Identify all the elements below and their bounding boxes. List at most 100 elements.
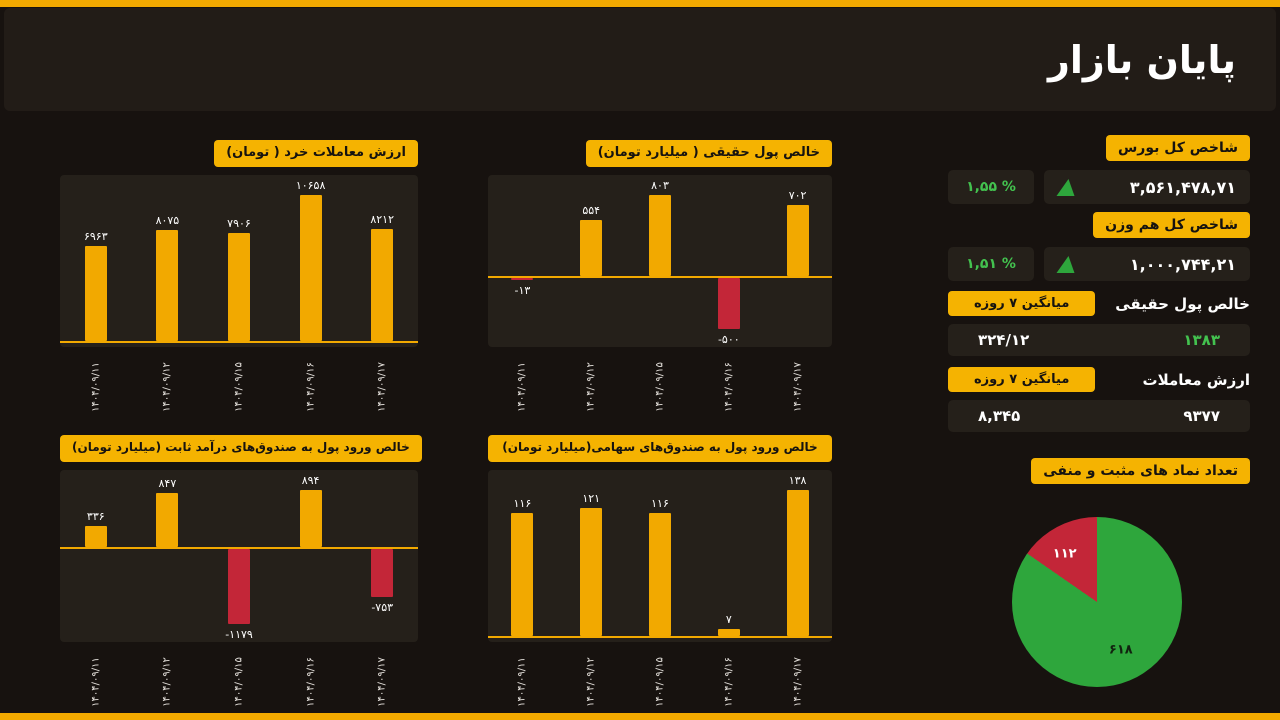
bar	[371, 228, 394, 341]
chart-plot: ۳۳۶ ۸۴۷ -۱۱۷۹ ۸۹۴ -۷۵۳	[60, 470, 418, 642]
x-tick: ۱۴۰۴/۰۹/۱۵	[203, 646, 275, 720]
trade-value-today-value: ۹۳۷۷	[1183, 407, 1220, 425]
bar-value-label: -۵۰۰	[717, 333, 740, 346]
bar-value-label: ۸۰۳	[651, 179, 669, 192]
equal-weight-index-value-box: ۱,۰۰۰,۷۴۴,۲۱	[1044, 247, 1250, 281]
x-tick-label: ۱۴۰۴/۰۹/۱۵	[233, 361, 245, 412]
chart-equity-funds: خالص ورود پول به صندوق‌های سهامی(میلیارد…	[488, 435, 832, 720]
symbols-pie-wrap: ۶۱۸ ۱۱۲	[1012, 517, 1182, 687]
x-tick-label: ۱۴۰۴/۰۹/۱۷	[792, 361, 804, 412]
symbols-pie-tag: تعداد نماد های مثبت و منفی	[1031, 458, 1250, 484]
chart-x-axis: ۱۴۰۴/۰۹/۱۱ ۱۴۰۴/۰۹/۱۲ ۱۴۰۴/۰۹/۱۵ ۱۴۰۴/۰۹/۱۶…	[488, 646, 832, 720]
x-tick: ۱۴۰۴/۰۹/۱۱	[60, 646, 132, 720]
chart-title-row: خالص پول حقیقی ( میلیارد تومان)	[488, 140, 832, 167]
bar-value-label: ۸۹۴	[301, 474, 320, 487]
x-tick: ۱۴۰۴/۰۹/۱۷	[763, 646, 832, 720]
bar	[228, 548, 250, 624]
real-money-avg-value: ۳۲۴/۱۲	[978, 331, 1030, 349]
chart-x-axis: ۱۴۰۴/۰۹/۱۱ ۱۴۰۴/۰۹/۱۲ ۱۴۰۴/۰۹/۱۵ ۱۴۰۴/۰۹/۱۶…	[60, 646, 418, 720]
x-tick: ۱۴۰۴/۰۹/۱۱	[60, 351, 132, 425]
pie-chart: ۶۱۸ ۱۱۲	[1012, 517, 1182, 687]
x-tick-label: ۱۴۰۴/۰۹/۱۲	[585, 361, 597, 412]
bar-value-label: ۱۱۶	[651, 497, 669, 511]
bar	[156, 492, 179, 547]
bar-value-label: -۱۳	[514, 283, 531, 297]
x-tick: ۱۴۰۴/۰۹/۱۱	[488, 351, 557, 425]
bar-value-label: ۱۳۸	[788, 474, 807, 487]
bar	[299, 490, 322, 547]
bottom-accent-stripe	[0, 713, 1280, 720]
real-money-avg-tag: میانگین ۷ روزه	[948, 291, 1096, 316]
top-accent-stripe	[0, 0, 1280, 7]
equal-weight-index-row: ۱,۵۱ % ۱,۰۰۰,۷۴۴,۲۱	[948, 247, 1250, 281]
total-index-value: ۳,۵۶۱,۴۷۸,۷۱	[1129, 177, 1236, 197]
trade-value-avg-tag: میانگین ۷ روزه	[948, 367, 1096, 392]
chart-title: خالص پول حقیقی ( میلیارد تومان)	[585, 140, 832, 167]
x-tick: ۱۴۰۴/۰۹/۱۶	[694, 646, 763, 720]
bar	[717, 628, 740, 636]
x-tick-label: ۱۴۰۴/۰۹/۱۲	[585, 656, 597, 707]
real-money-title: خالص پول حقیقی	[1115, 294, 1250, 313]
x-tick: ۱۴۰۴/۰۹/۱۷	[346, 646, 418, 720]
equal-weight-index-tag: شاخص کل هم وزن	[1093, 212, 1250, 238]
chart-title-row: خالص ورود پول به صندوق‌های سهامی(میلیارد…	[488, 435, 832, 462]
chart-title-row: ارزش معاملات خرد ( تومان)	[60, 140, 418, 167]
chart-net-real-money: خالص پول حقیقی ( میلیارد تومان) -۱۳ ۵۵۴ ۸۰…	[488, 140, 832, 425]
total-index-change: ۱,۵۵ %	[948, 170, 1034, 204]
x-tick: ۱۴۰۴/۰۹/۱۲	[132, 351, 204, 425]
bar	[786, 490, 809, 636]
x-tick: ۱۴۰۴/۰۹/۱۵	[203, 351, 275, 425]
bar-value-label: ۸۰۷۵	[155, 214, 180, 228]
x-tick: ۱۴۰۴/۰۹/۱۲	[557, 646, 626, 720]
bar-value-label: ۸۲۱۲	[370, 212, 394, 226]
x-tick-label: ۱۴۰۴/۰۹/۱۱	[90, 656, 102, 707]
x-tick: ۱۴۰۴/۰۹/۱۲	[557, 351, 626, 425]
chart-fixed-income-funds: خالص ورود پول به صندوق‌های درآمد ثابت (م…	[60, 435, 422, 720]
x-tick-label: ۱۴۰۴/۰۹/۱۶	[723, 361, 735, 412]
x-tick-label: ۱۴۰۴/۰۹/۱۷	[792, 656, 804, 707]
x-axis-line	[60, 341, 418, 343]
x-tick-label: ۱۴۰۴/۰۹/۱۶	[723, 656, 735, 707]
x-tick-label: ۱۴۰۴/۰۹/۱۱	[90, 361, 102, 412]
real-money-values: ۳۲۴/۱۲ ۱۳۸۳	[948, 324, 1250, 356]
bar-value-label: ۷	[725, 612, 732, 626]
bar-value-label: -۱۱۷۹	[225, 628, 253, 641]
bar	[580, 220, 603, 277]
x-tick-label: ۱۴۰۴/۰۹/۱۱	[516, 361, 528, 412]
x-tick: ۱۴۰۴/۰۹/۱۷	[346, 351, 418, 425]
bar-value-label: ۷۹۰۶	[227, 216, 251, 230]
bar-value-label: ۱۰۶۵۸	[295, 179, 326, 192]
x-tick-label: ۱۴۰۴/۰۹/۱۵	[654, 361, 666, 412]
x-tick-label: ۱۴۰۴/۰۹/۱۲	[161, 361, 173, 412]
header: پایان بازار	[4, 8, 1276, 111]
x-tick: ۱۴۰۴/۰۹/۱۶	[275, 351, 347, 425]
bar-value-label: -۷۵۳	[371, 600, 394, 614]
real-money-header: میانگین ۷ روزه خالص پول حقیقی	[948, 290, 1250, 317]
bar	[786, 205, 809, 277]
bar	[228, 232, 250, 341]
x-tick-label: ۱۴۰۴/۰۹/۱۶	[305, 656, 317, 707]
x-tick: ۱۴۰۴/۰۹/۱۵	[626, 646, 695, 720]
bar-value-label: ۸۴۷	[158, 476, 177, 490]
bar	[84, 525, 107, 547]
real-money-today-value: ۱۳۸۳	[1183, 331, 1220, 349]
x-tick-label: ۱۴۰۴/۰۹/۱۵	[233, 656, 245, 707]
x-tick: ۱۴۰۴/۰۹/۱۱	[488, 646, 557, 720]
x-tick: ۱۴۰۴/۰۹/۱۲	[132, 646, 204, 720]
x-tick: ۱۴۰۴/۰۹/۱۵	[626, 351, 695, 425]
x-tick-label: ۱۴۰۴/۰۹/۱۲	[161, 656, 173, 707]
trade-value-header: میانگین ۷ روزه ارزش معاملات	[948, 366, 1250, 393]
bar	[717, 278, 740, 329]
equal-weight-index-value: ۱,۰۰۰,۷۴۴,۲۱	[1129, 254, 1236, 274]
bar-value-label: ۷۰۲	[788, 189, 807, 203]
chart-x-axis: ۱۴۰۴/۰۹/۱۱ ۱۴۰۴/۰۹/۱۲ ۱۴۰۴/۰۹/۱۵ ۱۴۰۴/۰۹/۱۶…	[488, 351, 832, 425]
x-axis-line	[488, 636, 832, 638]
bar-value-label: ۱۱۶	[513, 497, 532, 511]
x-axis-line	[60, 546, 418, 549]
chart-x-axis: ۱۴۰۴/۰۹/۱۱ ۱۴۰۴/۰۹/۱۲ ۱۴۰۴/۰۹/۱۵ ۱۴۰۴/۰۹/۱۶…	[60, 351, 418, 425]
page-title: پایان بازار	[1047, 37, 1236, 82]
chart-plot: ۶۹۶۳ ۸۰۷۵ ۷۹۰۶ ۱۰۶۵۸ ۸۲۱۲	[60, 175, 418, 347]
x-tick-label: ۱۴۰۴/۰۹/۱۶	[305, 361, 317, 412]
bar-value-label: ۶۹۶۳	[83, 229, 108, 243]
